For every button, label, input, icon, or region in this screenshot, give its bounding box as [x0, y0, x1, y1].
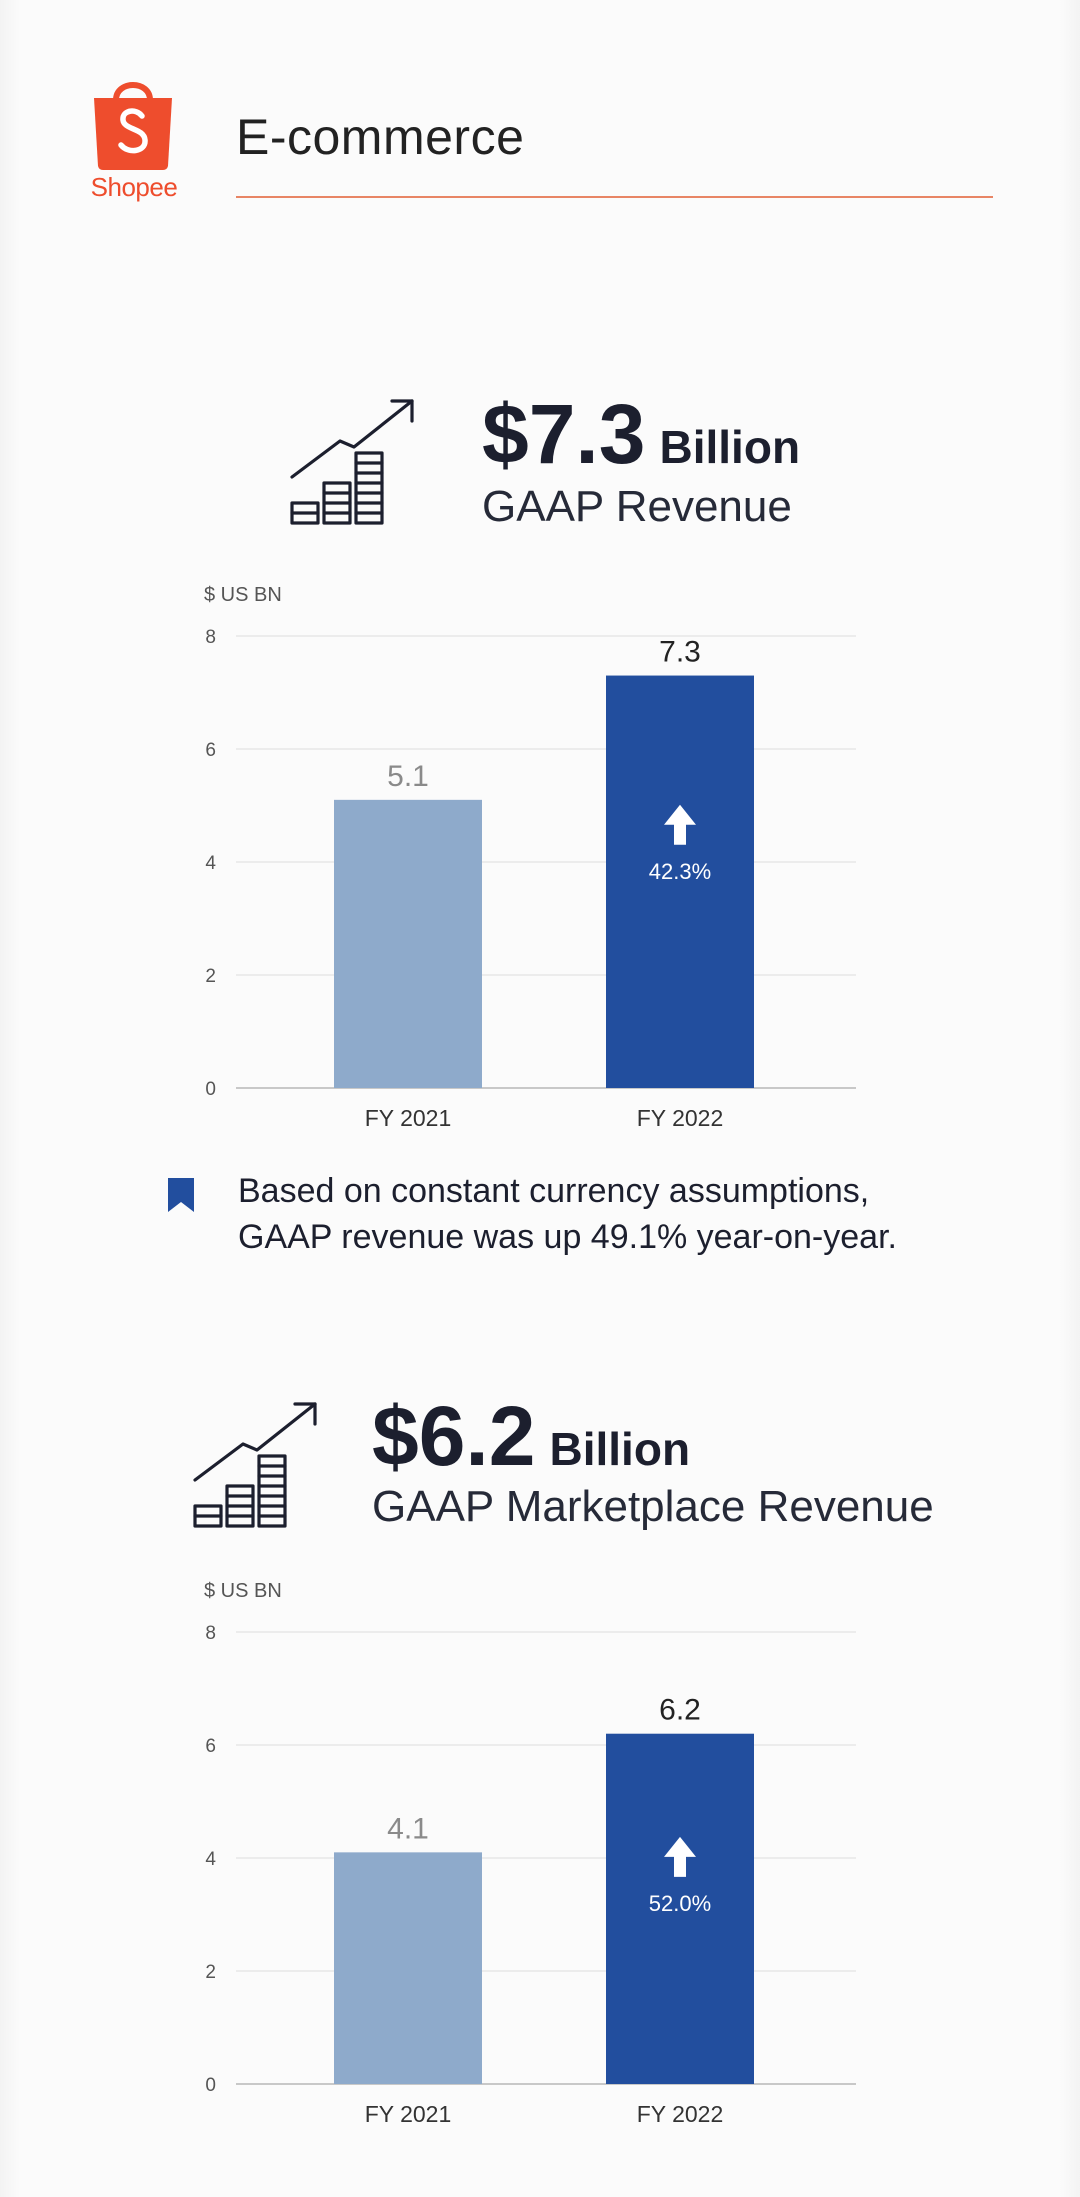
revenue-bar-chart: 0 2 4 6 8 5.1 FY 2021 7.3 FY 2022 42.3% — [205, 627, 856, 1131]
bar — [606, 675, 754, 1088]
chart-unit-label: $ US BN — [204, 1580, 282, 1602]
headline-amount-unit: Billion — [659, 421, 801, 473]
headline-subtitle: GAAP Revenue — [482, 482, 792, 531]
y-tick-label: 4 — [205, 1849, 216, 1870]
growth-chart-icon — [193, 1402, 317, 1528]
y-tick-label: 4 — [205, 853, 216, 874]
y-tick-label: 0 — [205, 2075, 216, 2096]
up-arrow-icon — [664, 804, 696, 845]
headline-amount: $6.2 Billion — [372, 1394, 690, 1478]
y-tick-label: 2 — [205, 1962, 216, 1983]
growth-label: 42.3% — [649, 859, 711, 884]
up-arrow-icon — [664, 1836, 696, 1877]
bar-value-label: 4.1 — [387, 1812, 429, 1845]
section-title: E-commerce — [236, 109, 525, 165]
headline-amount-value: $7.3 — [482, 387, 646, 481]
x-tick-label: FY 2021 — [365, 1105, 452, 1131]
bar — [334, 799, 482, 1088]
currency-note-line2: GAAP revenue was up 49.1% year-on-year. — [238, 1218, 897, 1256]
bookmark-icon — [168, 1178, 194, 1212]
shopee-logo-text: Shopee — [90, 172, 178, 202]
bar-value-label: 6.2 — [659, 1694, 701, 1727]
currency-note: Based on constant currency assumptions, … — [238, 1168, 897, 1260]
title-underline — [236, 196, 993, 198]
bar — [606, 1733, 754, 2084]
bar-value-label: 5.1 — [387, 760, 429, 793]
y-tick-label: 0 — [205, 1079, 216, 1100]
y-tick-label: 8 — [205, 627, 216, 648]
growth-chart-icon — [290, 399, 414, 525]
headline-subtitle: GAAP Marketplace Revenue — [372, 1482, 934, 1531]
shopee-bag-icon — [94, 82, 172, 170]
headline-amount-unit: Billion — [549, 1423, 691, 1475]
y-tick-label: 8 — [205, 1623, 216, 1644]
growth-label: 52.0% — [649, 1891, 711, 1916]
chart-unit-label: $ US BN — [204, 584, 282, 606]
x-tick-label: FY 2022 — [637, 1105, 724, 1131]
headline-amount-value: $6.2 — [372, 1389, 536, 1483]
marketplace-revenue-bar-chart: 0 2 4 6 8 4.1 FY 2021 6.2 FY 2022 52.0% — [205, 1623, 856, 2127]
bar — [334, 1852, 482, 2084]
bar-value-label: 7.3 — [659, 636, 701, 669]
y-tick-label: 6 — [205, 740, 216, 761]
y-tick-label: 2 — [205, 966, 216, 987]
x-tick-label: FY 2021 — [365, 2101, 452, 2127]
currency-note-line1: Based on constant currency assumptions, — [238, 1172, 870, 1210]
y-tick-label: 6 — [205, 1736, 216, 1757]
headline-amount: $7.3 Billion — [482, 392, 800, 476]
x-tick-label: FY 2022 — [637, 2101, 724, 2127]
